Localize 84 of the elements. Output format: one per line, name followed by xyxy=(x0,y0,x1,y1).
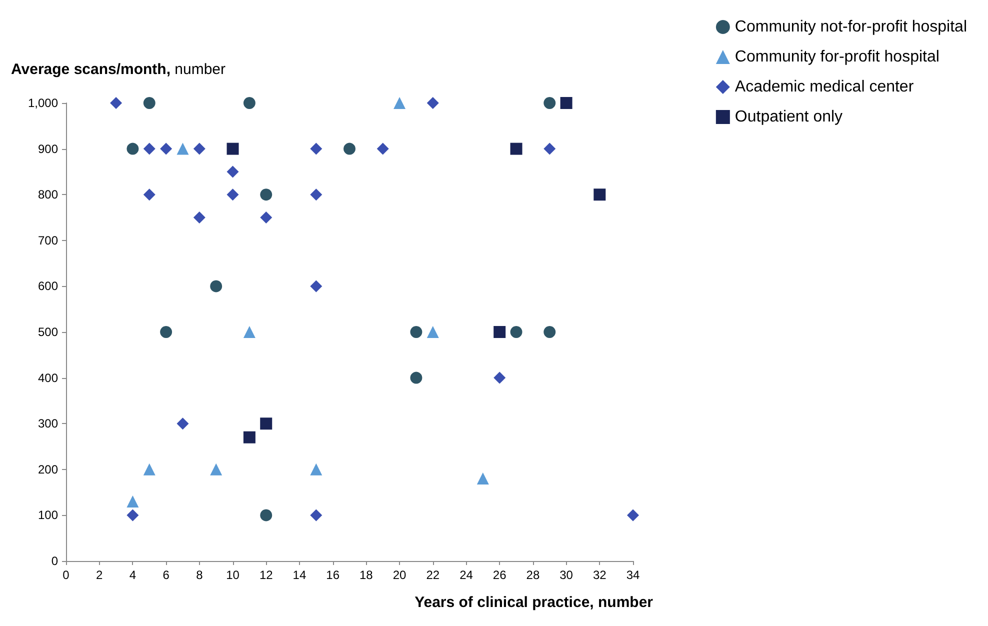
point xyxy=(243,431,256,444)
x-tick-label: 28 xyxy=(526,568,540,582)
point xyxy=(544,326,556,338)
x-tick-label: 4 xyxy=(129,568,136,582)
point xyxy=(310,142,322,155)
point xyxy=(510,326,522,338)
point xyxy=(260,509,272,522)
point xyxy=(226,142,239,155)
point xyxy=(210,463,222,476)
point xyxy=(143,142,156,155)
y-tick-label: 300 xyxy=(38,416,58,431)
x-tick-label: 18 xyxy=(359,568,374,582)
y-tick-label: 900 xyxy=(38,142,58,156)
x-tick-label: 34 xyxy=(626,568,640,582)
point xyxy=(260,418,272,430)
point xyxy=(176,418,189,430)
point xyxy=(310,188,322,201)
point xyxy=(376,142,389,155)
point xyxy=(476,472,489,485)
point xyxy=(243,97,256,109)
point xyxy=(310,463,322,476)
point xyxy=(510,142,522,155)
y-tick-label: 0 xyxy=(51,554,58,568)
legend-label: Community for-profit hospital xyxy=(734,48,940,66)
point xyxy=(410,372,422,384)
point xyxy=(544,142,556,155)
x-tick-label: 22 xyxy=(426,568,440,582)
point xyxy=(126,495,139,508)
point xyxy=(426,326,439,338)
point xyxy=(260,188,272,201)
point xyxy=(426,97,439,109)
point xyxy=(210,280,222,292)
point xyxy=(310,509,322,522)
point xyxy=(193,142,206,155)
point xyxy=(394,97,406,109)
x-tick-label: 8 xyxy=(196,568,204,582)
point xyxy=(260,212,272,224)
point xyxy=(560,97,572,109)
x-tick-label: 16 xyxy=(326,568,340,582)
point xyxy=(160,142,172,155)
x-tick-label: 14 xyxy=(292,568,306,582)
point xyxy=(344,142,356,155)
point xyxy=(143,97,156,109)
point xyxy=(494,372,506,384)
point xyxy=(143,463,156,476)
point xyxy=(310,280,322,292)
y-tick-label: 1,000 xyxy=(28,96,58,110)
y-tick-label: 600 xyxy=(38,279,58,294)
y-tick-label: 100 xyxy=(38,508,58,522)
point xyxy=(226,188,239,201)
y-tick-label: 500 xyxy=(38,325,58,339)
y-tick-label: 700 xyxy=(38,233,58,248)
x-tick-label: 32 xyxy=(592,568,607,582)
point xyxy=(126,509,139,522)
x-tick-label: 0 xyxy=(62,568,70,582)
point xyxy=(494,326,506,338)
x-tick-label: 26 xyxy=(492,568,507,582)
point xyxy=(143,188,156,201)
point xyxy=(226,166,239,178)
x-axis-title: Years of clinical practice, number xyxy=(414,594,654,611)
legend-label: Outpatient only xyxy=(734,108,843,126)
point xyxy=(193,212,206,224)
point xyxy=(110,97,122,109)
point xyxy=(126,142,139,155)
y-tick-label: 200 xyxy=(38,462,58,476)
x-tick-label: 6 xyxy=(162,568,170,582)
x-tick-label: 12 xyxy=(259,568,274,582)
legend-label: Academic medical center xyxy=(734,78,914,96)
point xyxy=(176,142,189,155)
legend-label: Community not-for-profit hospital xyxy=(734,18,968,36)
point xyxy=(243,326,256,338)
point xyxy=(627,509,639,522)
y-axis-title: Average scans/month, number xyxy=(11,61,226,78)
point xyxy=(410,326,422,338)
x-tick-label: 2 xyxy=(96,568,104,582)
y-tick-label: 800 xyxy=(38,188,58,202)
point xyxy=(544,97,556,109)
point xyxy=(594,188,606,201)
x-tick-label: 24 xyxy=(460,568,474,582)
point xyxy=(160,326,172,338)
x-tick-label: 30 xyxy=(560,568,574,582)
x-tick-label: 10 xyxy=(226,568,240,582)
x-tick-label: 20 xyxy=(392,568,407,582)
y-tick-label: 400 xyxy=(38,370,58,385)
